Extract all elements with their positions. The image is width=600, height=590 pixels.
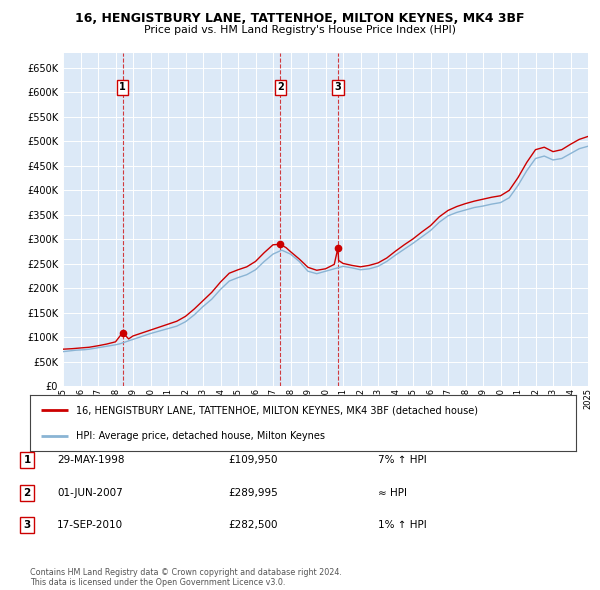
- Text: 7% ↑ HPI: 7% ↑ HPI: [378, 455, 427, 465]
- Text: ≈ HPI: ≈ HPI: [378, 488, 407, 497]
- Text: £289,995: £289,995: [228, 488, 278, 497]
- Text: 16, HENGISTBURY LANE, TATTENHOE, MILTON KEYNES, MK4 3BF (detached house): 16, HENGISTBURY LANE, TATTENHOE, MILTON …: [76, 405, 478, 415]
- Text: 29-MAY-1998: 29-MAY-1998: [57, 455, 125, 465]
- Text: HPI: Average price, detached house, Milton Keynes: HPI: Average price, detached house, Milt…: [76, 431, 325, 441]
- Text: 3: 3: [23, 520, 31, 530]
- Text: Price paid vs. HM Land Registry's House Price Index (HPI): Price paid vs. HM Land Registry's House …: [144, 25, 456, 35]
- Text: 17-SEP-2010: 17-SEP-2010: [57, 520, 123, 530]
- Text: 3: 3: [335, 83, 341, 93]
- Text: 1: 1: [119, 83, 126, 93]
- Text: 01-JUN-2007: 01-JUN-2007: [57, 488, 123, 497]
- Text: 16, HENGISTBURY LANE, TATTENHOE, MILTON KEYNES, MK4 3BF: 16, HENGISTBURY LANE, TATTENHOE, MILTON …: [75, 12, 525, 25]
- Text: 2: 2: [277, 83, 284, 93]
- Text: £109,950: £109,950: [228, 455, 277, 465]
- Text: Contains HM Land Registry data © Crown copyright and database right 2024.
This d: Contains HM Land Registry data © Crown c…: [30, 568, 342, 587]
- Text: 1: 1: [23, 455, 31, 465]
- Text: £282,500: £282,500: [228, 520, 277, 530]
- Text: 2: 2: [23, 488, 31, 497]
- Text: 1% ↑ HPI: 1% ↑ HPI: [378, 520, 427, 530]
